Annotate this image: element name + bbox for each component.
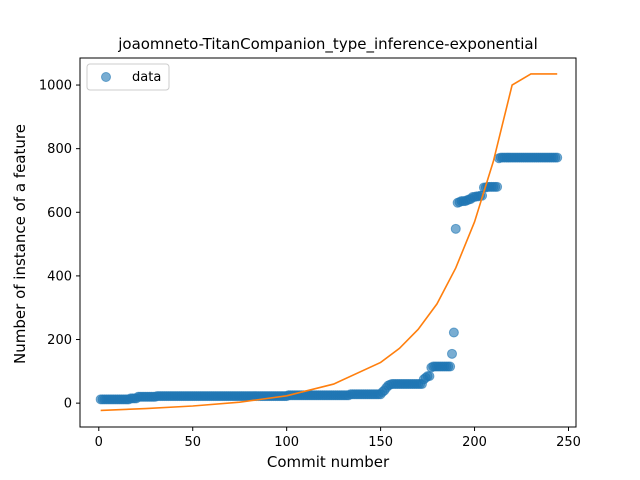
chart-title: joaomneto-TitanCompanion_type_inference-… (117, 35, 538, 54)
y-tick-label: 600 (47, 206, 72, 221)
data-point (492, 181, 503, 192)
y-tick-label: 400 (47, 269, 72, 284)
x-axis-label: Commit number (267, 453, 390, 471)
data-point (552, 152, 563, 163)
y-tick-label: 200 (47, 333, 72, 348)
x-tick-label: 200 (462, 435, 487, 450)
y-tick-label: 1000 (39, 79, 72, 94)
data-point (450, 223, 461, 234)
axes-frame (79, 57, 577, 428)
x-tick-label: 250 (556, 435, 581, 450)
plot-area: 0 50 100 150 200 250 0 200 400 600 800 1000 (39, 57, 581, 450)
legend-box (86, 63, 170, 91)
fit-line (100, 73, 558, 412)
x-tick-label: 50 (184, 435, 201, 450)
data-point (448, 327, 459, 338)
y-tick-label: 0 (64, 397, 72, 412)
data-point (447, 348, 457, 359)
y-tick-label: 800 (47, 142, 72, 157)
data-point (445, 361, 456, 372)
legend: data (86, 63, 170, 91)
x-tick-label: 150 (368, 435, 393, 450)
x-tick-label: 100 (274, 435, 299, 450)
legend-marker-data (101, 72, 111, 82)
x-tick-label: 0 (95, 435, 103, 450)
legend-label-data: data (132, 70, 161, 85)
data-point (424, 371, 435, 382)
y-axis-label: Number of instance of a feature (11, 124, 29, 364)
